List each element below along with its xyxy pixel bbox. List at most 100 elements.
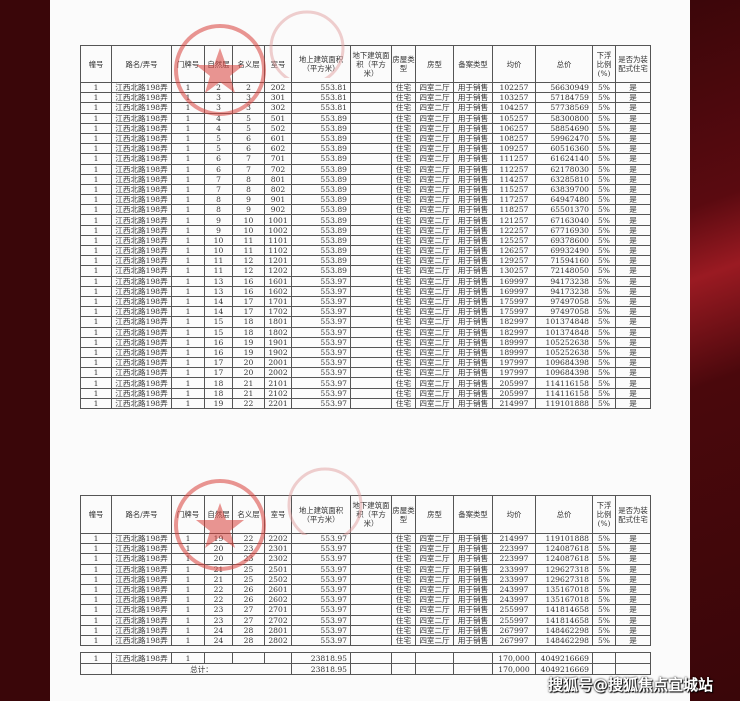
cell-total-price: 97497058 (535, 306, 593, 318)
cell-avg-price: 233997 (492, 563, 536, 575)
cell-road: 江西北路198弄 (111, 204, 172, 216)
cell-natural-floor: 15 (204, 326, 233, 338)
cell-building: 1 (80, 285, 112, 297)
cell-filing-type: 用于销售 (453, 132, 493, 145)
cell-avg-price: 182997 (492, 316, 536, 328)
cell-road: 江西北路198弄 (111, 614, 172, 626)
cell-house-type: 住宅 (391, 204, 416, 216)
cell-above-ground-area: 553.89 (291, 224, 351, 236)
cell-empty (453, 663, 493, 675)
cell-road: 江西北路198弄 (111, 234, 172, 247)
cell-road: 江西北路198弄 (111, 122, 172, 134)
cell-layout: 四室二厅 (415, 594, 454, 606)
cell-natural-floor: 9 (204, 224, 233, 236)
cell-above-ground-area: 553.97 (291, 532, 351, 545)
cell-above-ground-area: 553.97 (291, 367, 351, 379)
cell-discount: 5% (592, 102, 616, 114)
cell-building: 1 (80, 336, 112, 348)
cell-discount: 5% (592, 112, 616, 124)
cell-door: 1 (171, 183, 205, 196)
cell-door: 1 (171, 214, 205, 226)
cell-room: 1101 (264, 234, 292, 247)
cell-underground-area (350, 367, 392, 379)
cell-building: 1 (80, 234, 112, 247)
cell-layout: 四室二厅 (415, 367, 454, 379)
cell-house-type: 住宅 (391, 224, 416, 236)
cell-prefab: 是 (615, 573, 651, 585)
cell-underground-area (350, 306, 392, 318)
cell-filing-type: 用于销售 (453, 143, 493, 155)
cell-door: 1 (171, 244, 205, 257)
cell-total-price: 94173238 (535, 285, 593, 297)
cell-road: 江西北路198弄 (111, 81, 172, 94)
cell-building: 1 (80, 306, 112, 318)
cell-nominal-floor: 21 (232, 377, 265, 389)
cell-door: 1 (171, 122, 205, 134)
cell-natural-floor: 21 (204, 573, 233, 585)
cell-nominal-floor: 6 (232, 132, 265, 145)
cell-nominal-floor: 22 (232, 397, 265, 410)
cell-empty (391, 663, 416, 675)
table-row: 1 江西北路198弄 1 6 7 701 553.89 住宅 四室二厅 用于销售 111257 616… (80, 153, 651, 165)
cell-avg-price: 112257 (492, 163, 536, 175)
cell-door: 1 (171, 532, 205, 545)
cell-house-type: 住宅 (391, 553, 416, 565)
cell-layout: 四室二厅 (415, 563, 454, 575)
cell-building: 1 (80, 377, 112, 389)
cell-room: 2601 (264, 583, 292, 596)
table-row: 1 江西北路198弄 1 6 7 702 553.89 住宅 四室二厅 用于销售 112257 621… (80, 163, 651, 175)
cell-discount: 5% (592, 214, 616, 226)
cell-building: 1 (80, 583, 112, 596)
cell-prefab: 是 (615, 81, 651, 94)
cell-road: 江西北路198弄 (111, 346, 172, 359)
cell-natural-floor: 20 (204, 553, 233, 565)
cell-empty (350, 663, 392, 675)
cell-underground-area (350, 614, 392, 626)
cell-road: 江西北路198弄 (111, 255, 172, 267)
cell-door: 1 (171, 275, 205, 287)
cell-avg-price: 214997 (492, 397, 536, 410)
cell-door: 1 (171, 173, 205, 185)
cell-room: 1801 (264, 316, 292, 328)
cell-door: 1 (171, 153, 205, 165)
cell-building: 1 (80, 543, 112, 555)
cell-prefab: 是 (615, 244, 651, 257)
cell-house-type: 住宅 (391, 367, 416, 379)
cell-filing-type: 用于销售 (453, 367, 493, 379)
cell-above-ground-area: 553.97 (291, 306, 351, 318)
cell-house-type: 住宅 (391, 543, 416, 555)
cell-nominal-floor: 9 (232, 204, 265, 216)
cell-building: 1 (80, 614, 112, 626)
cell-avg-price: 170,000 (492, 652, 536, 664)
cell-above-ground-area: 553.97 (291, 397, 351, 410)
cell-road: 江西北路198弄 (111, 285, 172, 297)
cell-total-price: 129627318 (535, 573, 593, 585)
cell-empty (615, 652, 651, 664)
cell-nominal-floor: 19 (232, 346, 265, 359)
cell-total-price: 135167018 (535, 594, 593, 606)
cell-door: 1 (171, 316, 205, 328)
cell-house-type: 住宅 (391, 346, 416, 359)
cell-total-price: 105252638 (535, 336, 593, 348)
cell-door: 1 (171, 143, 205, 155)
cell-total-price: 72148050 (535, 265, 593, 277)
cell-natural-floor: 11 (204, 255, 233, 267)
cell-nominal-floor: 17 (232, 306, 265, 318)
cell-prefab: 是 (615, 336, 651, 348)
cell-room: 2102 (264, 387, 292, 399)
cell-avg-price: 189997 (492, 346, 536, 359)
cell-nominal-floor: 12 (232, 255, 265, 267)
cell-underground-area (350, 563, 392, 575)
cell-avg-price: 169997 (492, 275, 536, 287)
cell-road: 江西北路198弄 (111, 367, 172, 379)
cell-road: 江西北路198弄 (111, 652, 172, 664)
table-row: 1 江西北路198弄 1 23 27 2702 553.97 住宅 四室二厅 用于销售 255997… (80, 614, 651, 626)
table-row: 1 江西北路198弄 1 10 11 1102 553.89 住宅 四室二厅 用于销售 126257… (80, 244, 651, 257)
cell-building: 1 (80, 563, 112, 575)
cell-above-ground-area: 553.89 (291, 112, 351, 124)
cell-above-ground-area: 553.97 (291, 573, 351, 585)
table-row: 1 江西北路198弄 1 9 10 1001 553.89 住宅 四室二厅 用于销售 121257 6… (80, 214, 651, 226)
cell-discount: 5% (592, 285, 616, 297)
cell-house-type: 住宅 (391, 326, 416, 338)
cell-filing-type: 用于销售 (453, 604, 493, 616)
